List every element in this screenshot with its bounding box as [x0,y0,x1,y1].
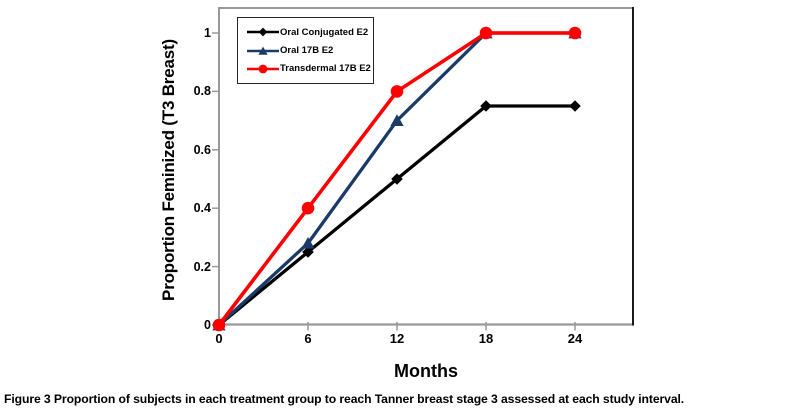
legend-label: Oral 17B E2 [280,45,334,56]
figure-caption: Figure 3 Proportion of subjects in each … [4,392,792,406]
legend-label: Oral Conjugated E2 [280,26,369,38]
y-tick-label: 0.6 [193,142,211,157]
x-tick-label: 12 [389,331,405,346]
legend-swatch [247,46,279,55]
legend-swatch [247,27,279,37]
legend-item: Oral 17B E2 [247,45,369,57]
x-axis-title: Months [394,361,458,381]
series-line [217,104,575,327]
legend-swatch [247,64,279,74]
triangle-marker [390,114,404,126]
y-axis-title: Proportion Feminized (T3 Breast) [159,39,178,301]
diamond-marker [258,27,268,37]
circle-marker [301,201,315,215]
y-tick-label: 0.2 [193,259,211,274]
figure-caption-label: Figure 3 [4,392,51,406]
circle-marker [479,26,493,40]
x-tick-label: 0 [215,331,223,346]
circle-marker [390,85,404,98]
circle-marker [212,318,226,332]
diamond-marker [480,100,492,112]
x-tick-label: 24 [567,331,583,346]
diamond-marker [391,173,403,185]
chart-legend: Oral Conjugated E2 Oral 17B E2 Transdermal… [237,17,374,84]
x-tick-label: 18 [478,331,494,346]
circle-marker [258,64,268,74]
y-tick-label: 0.4 [193,201,211,216]
figure-caption-text: Proportion of subjects in each treatment… [53,392,685,406]
diamond-marker [302,246,314,258]
diamond-marker [569,100,581,112]
line-chart [212,7,634,332]
y-tick-label: 0 [204,318,211,332]
y-tick-label: 1 [204,26,211,40]
x-tick-label: 6 [304,331,312,346]
triangle-marker [258,46,268,55]
y-tick-label: 0.8 [193,84,211,99]
circle-marker [568,26,582,40]
legend-item: Oral Conjugated E2 [247,26,369,38]
triangle-marker [301,236,315,249]
legend-label: Transdermal 17B E2 [280,63,371,75]
legend-item: Transdermal 17B E2 [247,63,371,75]
plot-area: Oral Conjugated E2 Oral 17B E2 Transdermal… [212,7,634,332]
